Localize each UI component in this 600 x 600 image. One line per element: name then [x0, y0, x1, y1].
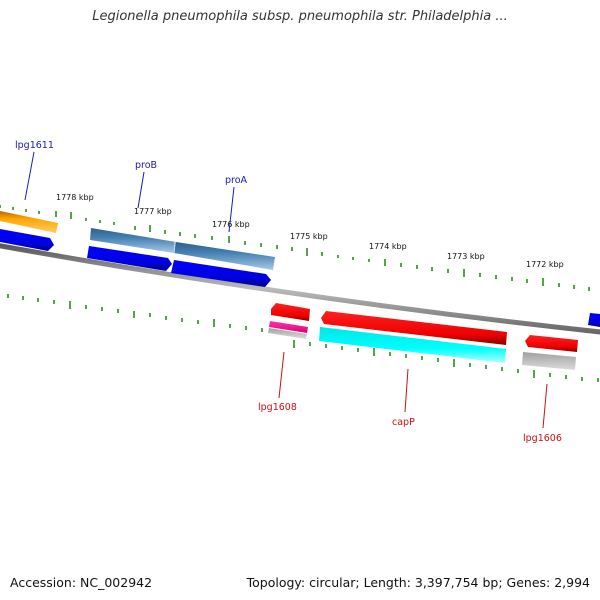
- gene-label-lpg1611[interactable]: lpg1611: [15, 140, 54, 151]
- label-leader: [542, 383, 548, 429]
- scale-label: 1772 kbp: [526, 260, 564, 269]
- gene-capP-cds[interactable]: [319, 327, 506, 363]
- gene-lpg1608-misc[interactable]: [268, 328, 307, 339]
- gene-edge-arrow[interactable]: [588, 313, 600, 327]
- topology-text: Topology: circular; Length: 3,397,754 bp…: [246, 575, 590, 590]
- accession-text: Accession: NC_002942: [10, 575, 153, 590]
- scale-label: 1776 kbp: [212, 220, 250, 229]
- gene-proA-cds[interactable]: [174, 242, 275, 270]
- gene-lpg1606-misc[interactable]: [522, 352, 576, 370]
- scale-label: 1773 kbp: [447, 252, 485, 261]
- label-leader: [278, 351, 285, 399]
- map-title: Legionella pneumophila subsp. pneumophil…: [92, 9, 508, 24]
- gene-label-proA[interactable]: proA: [225, 175, 248, 186]
- gene-lpg1611-cds[interactable]: [0, 211, 58, 233]
- genome-backbone: [0, 243, 600, 335]
- gene-lpg1606-arrow[interactable]: [525, 335, 578, 352]
- gene-label-proB[interactable]: proB: [135, 160, 157, 171]
- gene-label-capP[interactable]: capP: [392, 417, 415, 428]
- gene-lpg1608-rna[interactable]: [269, 321, 308, 333]
- label-leader: [137, 171, 145, 209]
- scale-label: 1778 kbp: [56, 193, 94, 202]
- gene-proB-arrow[interactable]: [87, 246, 172, 271]
- label-leader: [24, 151, 35, 201]
- gene-proA-arrow[interactable]: [171, 260, 271, 287]
- scale-label: 1775 kbp: [290, 232, 328, 241]
- cds-divider: [173, 241, 176, 255]
- outer-scale-ticks: [0, 205, 590, 291]
- gene-proB-cds[interactable]: [90, 228, 176, 253]
- scale-label: 1777 kbp: [134, 207, 172, 216]
- gene-capP-arrow[interactable]: [321, 311, 507, 345]
- gene-lpg1611-arrow[interactable]: [0, 229, 54, 251]
- scale-label: 1774 kbp: [369, 242, 407, 251]
- inner-scale-ticks: [7, 294, 599, 382]
- label-leader: [228, 186, 235, 233]
- gene-label-lpg1606[interactable]: lpg1606: [523, 433, 562, 444]
- gene-lpg1608-arrow[interactable]: [271, 303, 310, 321]
- gene-label-lpg1608[interactable]: lpg1608: [258, 402, 297, 413]
- label-leader: [404, 368, 409, 413]
